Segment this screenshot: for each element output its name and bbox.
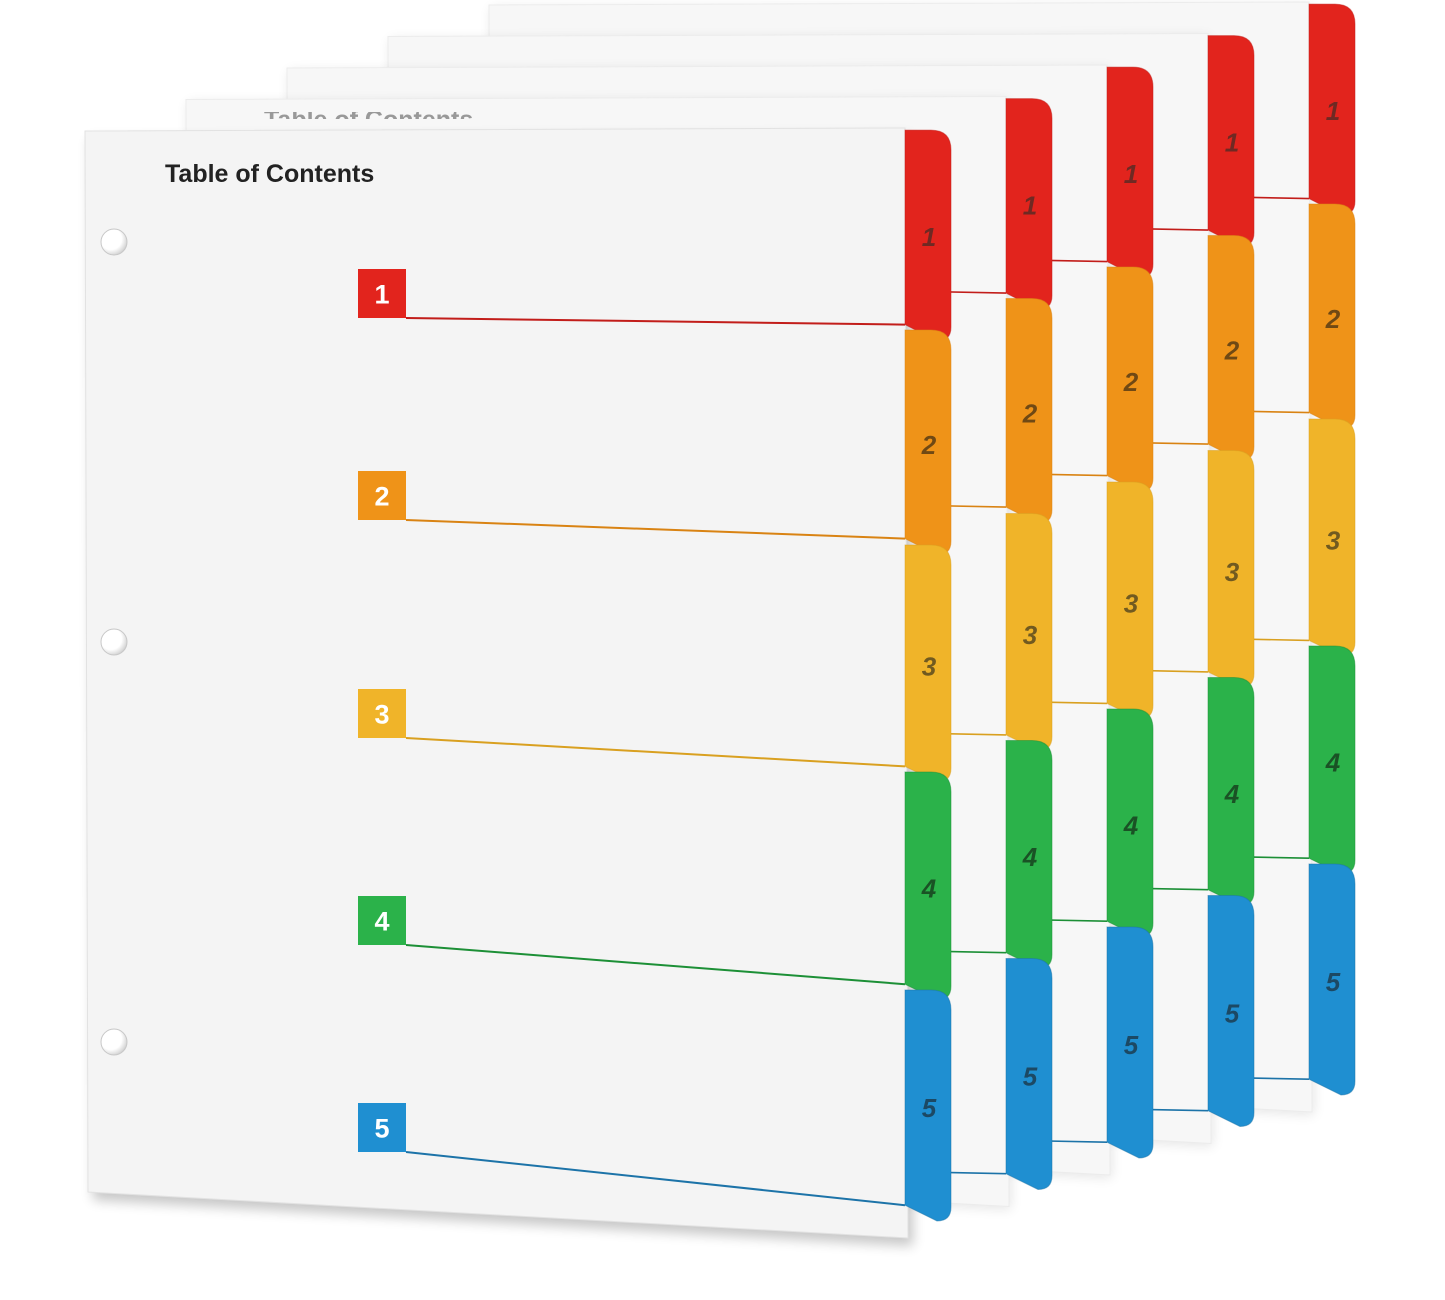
svg-text:4: 4 — [921, 873, 937, 903]
svg-text:4: 4 — [1123, 810, 1139, 840]
svg-text:4: 4 — [374, 906, 389, 936]
svg-text:1: 1 — [1023, 191, 1037, 221]
svg-text:4: 4 — [1224, 779, 1240, 809]
svg-text:5: 5 — [1326, 967, 1341, 997]
svg-text:1: 1 — [1124, 159, 1138, 189]
svg-text:2: 2 — [1022, 398, 1038, 428]
svg-text:5: 5 — [374, 1113, 389, 1143]
svg-text:3: 3 — [1023, 620, 1038, 650]
svg-text:5: 5 — [1225, 999, 1240, 1029]
svg-text:3: 3 — [374, 699, 389, 729]
svg-text:4: 4 — [1022, 842, 1038, 872]
svg-text:1: 1 — [1326, 96, 1340, 126]
svg-text:Table of Contents: Table of Contents — [165, 160, 374, 188]
svg-text:2: 2 — [374, 481, 389, 511]
svg-text:2: 2 — [1123, 367, 1139, 397]
svg-text:3: 3 — [1124, 588, 1139, 618]
svg-text:3: 3 — [1326, 525, 1341, 555]
svg-text:2: 2 — [1325, 304, 1341, 334]
svg-text:3: 3 — [1225, 557, 1240, 587]
svg-text:1: 1 — [374, 279, 389, 309]
svg-text:5: 5 — [1124, 1030, 1139, 1060]
svg-text:4: 4 — [1325, 747, 1341, 777]
svg-text:3: 3 — [922, 651, 937, 681]
svg-text:5: 5 — [1023, 1062, 1038, 1092]
svg-text:1: 1 — [922, 222, 936, 252]
svg-text:1: 1 — [1225, 128, 1239, 158]
svg-text:5: 5 — [922, 1093, 937, 1123]
svg-text:2: 2 — [1224, 335, 1240, 365]
svg-text:2: 2 — [921, 430, 937, 460]
